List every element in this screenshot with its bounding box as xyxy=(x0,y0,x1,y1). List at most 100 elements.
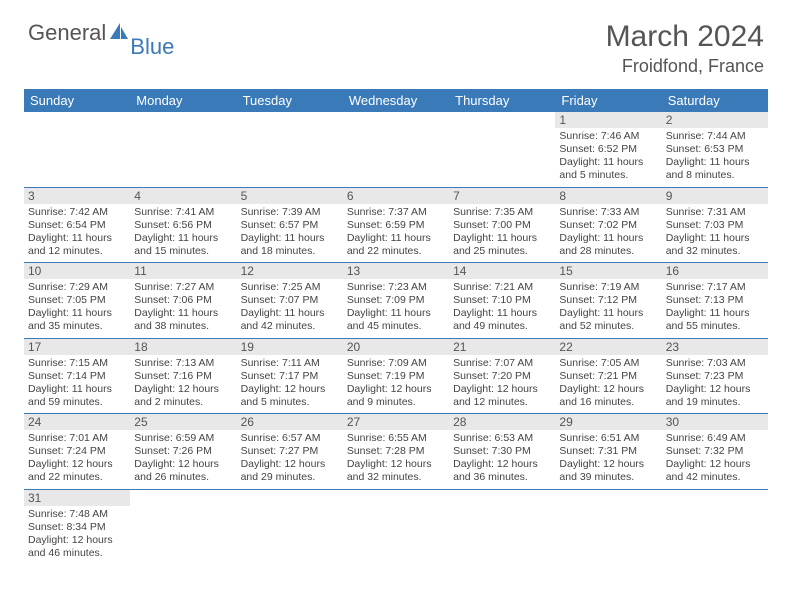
daylight-line: Daylight: 11 hours and 22 minutes. xyxy=(347,232,445,258)
sunset-line: Sunset: 6:59 PM xyxy=(347,219,445,232)
sunset-line: Sunset: 7:32 PM xyxy=(666,445,764,458)
calendar-day-cell: 29Sunrise: 6:51 AMSunset: 7:31 PMDayligh… xyxy=(555,414,661,490)
day-number: 31 xyxy=(24,490,130,506)
calendar-day-cell: 11Sunrise: 7:27 AMSunset: 7:06 PMDayligh… xyxy=(130,263,236,339)
daylight-line: Daylight: 12 hours and 5 minutes. xyxy=(241,383,339,409)
calendar-week-row: 24 Sunrise: 7:01 AMSunset: 7:24 PM Dayligh… xyxy=(24,414,768,490)
logo: General Blue xyxy=(28,20,178,46)
calendar-day-cell: 1Sunrise: 7:46 AMSunset: 6:52 PMDaylight… xyxy=(555,112,661,187)
sunset-line: Sunset: 7:21 PM xyxy=(559,370,657,383)
sunset-line: Sunset: 7:23 PM xyxy=(666,370,764,383)
calendar-day-cell: 9Sunrise: 7:31 AMSunset: 7:03 PMDaylight… xyxy=(662,187,768,263)
daylight-line: Daylight: 11 hours and 52 minutes. xyxy=(559,307,657,333)
day-header: Friday xyxy=(555,89,661,112)
calendar-day-cell: 3Sunrise: 7:42 AMSunset: 6:54 PMDaylight… xyxy=(24,187,130,263)
calendar-day-cell: 14Sunrise: 7:21 AMSunset: 7:10 PMDayligh… xyxy=(449,263,555,339)
sunrise-line: Sunrise: 6:49 AM xyxy=(666,432,764,445)
day-number: 3 xyxy=(24,188,130,204)
sunset-line: Sunset: 7:09 PM xyxy=(347,294,445,307)
sunrise-line: Sunrise: 6:55 AM xyxy=(347,432,445,445)
sunrise-line: Sunrise: 6:53 AM xyxy=(453,432,551,445)
sunrise-line: Sunrise: 7:11 AM xyxy=(241,357,339,370)
sunset-line: Sunset: 7:10 PM xyxy=(453,294,551,307)
calendar-week-row: 1Sunrise: 7:46 AMSunset: 6:52 PMDaylight… xyxy=(24,112,768,187)
daylight-line: Daylight: 11 hours and 45 minutes. xyxy=(347,307,445,333)
day-header: Saturday xyxy=(662,89,768,112)
daylight-line: Daylight: 11 hours and 59 minutes. xyxy=(28,383,126,409)
calendar-empty-cell xyxy=(662,489,768,564)
day-number: 23 xyxy=(662,339,768,355)
day-number: 20 xyxy=(343,339,449,355)
sunrise-line: Sunrise: 7:25 AM xyxy=(241,281,339,294)
calendar-empty-cell xyxy=(555,489,661,564)
sunrise-line: Sunrise: 7:21 AM xyxy=(453,281,551,294)
day-number: 26 xyxy=(237,414,343,430)
day-number: 24 xyxy=(24,414,130,430)
day-number: 9 xyxy=(662,188,768,204)
day-number: 6 xyxy=(343,188,449,204)
sunset-line: Sunset: 6:54 PM xyxy=(28,219,126,232)
sunrise-line: Sunrise: 7:07 AM xyxy=(453,357,551,370)
calendar-day-cell: 6 Sunrise: 7:37 AMSunset: 6:59 PMDaylight… xyxy=(343,187,449,263)
daylight-line: Daylight: 11 hours and 38 minutes. xyxy=(134,307,232,333)
day-number: 15 xyxy=(555,263,661,279)
calendar-empty-cell xyxy=(449,489,555,564)
daylight-line: Daylight: 12 hours and 19 minutes. xyxy=(666,383,764,409)
sunset-line: Sunset: 7:30 PM xyxy=(453,445,551,458)
sunset-line: Sunset: 7:13 PM xyxy=(666,294,764,307)
daylight-line: Daylight: 11 hours and 25 minutes. xyxy=(453,232,551,258)
sunset-line: Sunset: 7:28 PM xyxy=(347,445,445,458)
day-header: Monday xyxy=(130,89,236,112)
day-number: 16 xyxy=(662,263,768,279)
sunrise-line: Sunrise: 7:39 AM xyxy=(241,206,339,219)
calendar-empty-cell xyxy=(343,112,449,187)
sunset-line: Sunset: 7:02 PM xyxy=(559,219,657,232)
calendar-day-cell: 23 Sunrise: 7:03 AMSunset: 7:23 PMDayligh… xyxy=(662,338,768,414)
calendar-day-cell: 30 Sunrise: 6:49 AMSunset: 7:32 PMDayligh… xyxy=(662,414,768,490)
sunrise-line: Sunrise: 7:03 AM xyxy=(666,357,764,370)
sunset-line: Sunset: 7:24 PM xyxy=(28,445,126,458)
sunset-line: Sunset: 7:17 PM xyxy=(241,370,339,383)
day-number: 30 xyxy=(662,414,768,430)
calendar-empty-cell xyxy=(343,489,449,564)
daylight-line: Daylight: 12 hours and 39 minutes. xyxy=(559,458,657,484)
sunrise-line: Sunrise: 7:01 AM xyxy=(28,432,126,445)
sunset-line: Sunset: 6:53 PM xyxy=(666,143,764,156)
daylight-line: Daylight: 12 hours and 29 minutes. xyxy=(241,458,339,484)
sunrise-line: Sunrise: 7:13 AM xyxy=(134,357,232,370)
sunrise-line: Sunrise: 7:23 AM xyxy=(347,281,445,294)
day-number: 22 xyxy=(555,339,661,355)
sunrise-line: Sunrise: 7:37 AM xyxy=(347,206,445,219)
sunset-line: Sunset: 7:07 PM xyxy=(241,294,339,307)
sunrise-line: Sunrise: 7:31 AM xyxy=(666,206,764,219)
day-header: Thursday xyxy=(449,89,555,112)
daylight-line: Daylight: 12 hours and 46 minutes. xyxy=(28,534,126,560)
calendar-day-cell: 16Sunrise: 7:17 AMSunset: 7:13 PMDayligh… xyxy=(662,263,768,339)
title-block: March 2024 Froidfond, France xyxy=(606,20,764,77)
calendar-empty-cell xyxy=(237,112,343,187)
daylight-line: Daylight: 11 hours and 5 minutes. xyxy=(559,156,657,182)
day-number: 7 xyxy=(449,188,555,204)
sunset-line: Sunset: 6:57 PM xyxy=(241,219,339,232)
header: General Blue March 2024 Froidfond, Franc… xyxy=(0,0,792,85)
daylight-line: Daylight: 11 hours and 49 minutes. xyxy=(453,307,551,333)
calendar-day-cell: 25Sunrise: 6:59 AMSunset: 7:26 PMDayligh… xyxy=(130,414,236,490)
day-number: 11 xyxy=(130,263,236,279)
sunset-line: Sunset: 7:06 PM xyxy=(134,294,232,307)
calendar-day-cell: 8Sunrise: 7:33 AMSunset: 7:02 PMDaylight… xyxy=(555,187,661,263)
day-number: 21 xyxy=(449,339,555,355)
calendar-day-cell: 12Sunrise: 7:25 AMSunset: 7:07 PMDayligh… xyxy=(237,263,343,339)
sunset-line: Sunset: 8:34 PM xyxy=(28,521,126,534)
day-number: 2 xyxy=(662,112,768,128)
sunrise-line: Sunrise: 7:33 AM xyxy=(559,206,657,219)
daylight-line: Daylight: 12 hours and 42 minutes. xyxy=(666,458,764,484)
day-header: Wednesday xyxy=(343,89,449,112)
calendar-day-cell: 13Sunrise: 7:23 AMSunset: 7:09 PMDayligh… xyxy=(343,263,449,339)
calendar-body: 1Sunrise: 7:46 AMSunset: 6:52 PMDaylight… xyxy=(24,112,768,564)
day-number: 5 xyxy=(237,188,343,204)
logo-sail-icon xyxy=(108,21,130,46)
daylight-line: Daylight: 11 hours and 32 minutes. xyxy=(666,232,764,258)
calendar-day-cell: 18Sunrise: 7:13 AMSunset: 7:16 PMDayligh… xyxy=(130,338,236,414)
sunrise-line: Sunrise: 6:59 AM xyxy=(134,432,232,445)
daylight-line: Daylight: 11 hours and 8 minutes. xyxy=(666,156,764,182)
